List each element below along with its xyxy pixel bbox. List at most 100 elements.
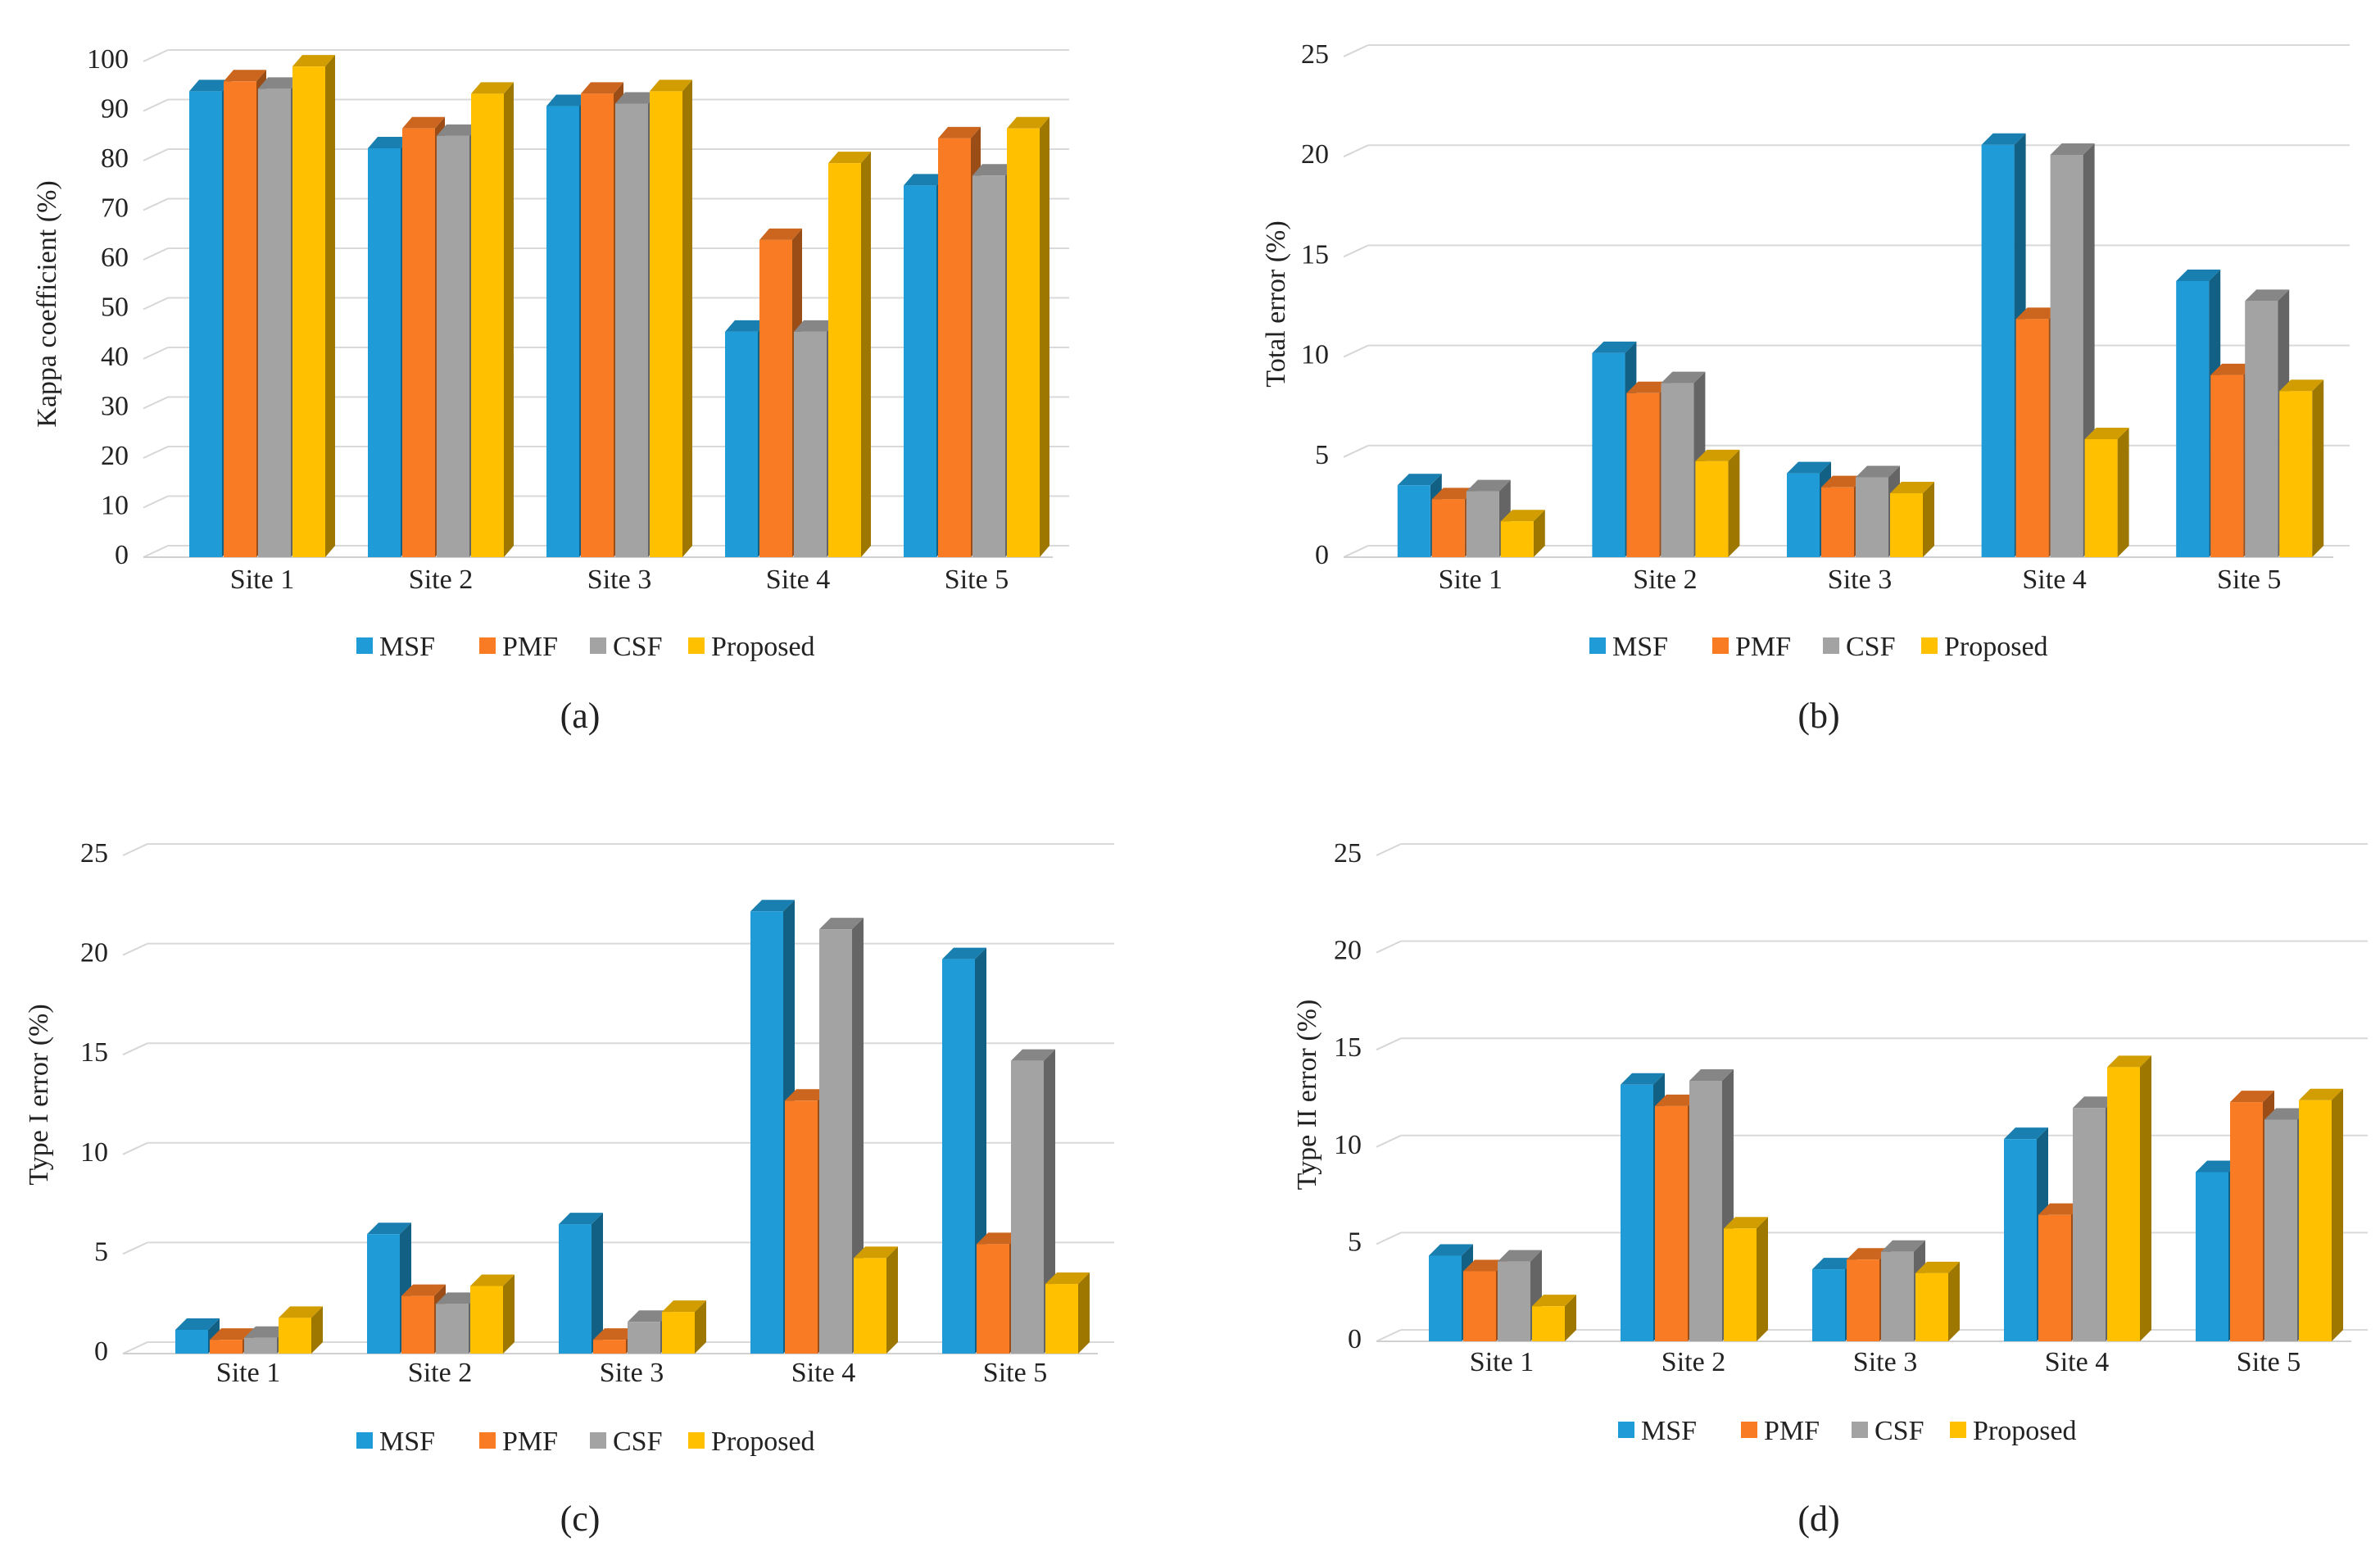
x-tick-label: Site 1 xyxy=(1470,1347,1534,1377)
bar-front xyxy=(292,66,325,557)
bar-top xyxy=(1821,475,1865,488)
bar-top xyxy=(2107,1055,2151,1068)
bar-top xyxy=(244,1326,288,1338)
legend-label-proposed: Proposed xyxy=(1973,1416,2077,1446)
bar-front xyxy=(1500,521,1534,557)
bar-front xyxy=(1429,1255,1462,1341)
legend-label-proposed: Proposed xyxy=(1944,632,2048,662)
bar-top xyxy=(437,124,479,136)
bar-side xyxy=(1565,1295,1576,1341)
y-tick-label: 10 xyxy=(1301,340,1329,370)
bar-proposed-3 xyxy=(1890,482,1934,557)
y-tick-label: 25 xyxy=(1301,39,1329,70)
chart-panel-4: 0 5 10 15 20 25 Type II error (%) Site 1 Site 2 S… xyxy=(1292,838,2368,1539)
bar-proposed-5 xyxy=(1045,1272,1090,1354)
gridline-perspective xyxy=(1376,1329,1402,1342)
bar-top xyxy=(1429,1244,1473,1256)
y-tick-label: 0 xyxy=(1348,1324,1362,1354)
bar-top xyxy=(1397,474,1442,486)
bar-csf-1 xyxy=(1466,479,1511,557)
legend-swatch-proposed xyxy=(1921,637,1938,654)
y-tick-label: 10 xyxy=(101,491,129,521)
legend-swatch-csf xyxy=(1852,1422,1868,1438)
bar-front xyxy=(1011,1060,1044,1354)
bar-side xyxy=(886,1246,898,1354)
bar-top xyxy=(1011,1049,1055,1061)
bar-side xyxy=(695,1300,706,1354)
bar-proposed-2 xyxy=(1724,1217,1768,1341)
bar-top xyxy=(1655,1094,1699,1106)
bar-top xyxy=(2004,1127,2048,1140)
bar-side xyxy=(1757,1217,1768,1341)
x-tick-label: Site 5 xyxy=(2217,565,2281,595)
bar-front xyxy=(725,331,758,557)
bar-proposed-1 xyxy=(1500,510,1545,557)
bar-side xyxy=(1728,449,1740,557)
gridline-perspective xyxy=(143,347,169,360)
gridline-perspective xyxy=(1376,1037,1402,1051)
bar-front xyxy=(2038,1214,2071,1341)
bar-top xyxy=(279,1306,323,1318)
y-tick-label: 20 xyxy=(101,441,129,471)
y-axis-label: Type II error (%) xyxy=(1292,1000,1322,1191)
legend-label-csf: CSF xyxy=(1875,1416,1924,1446)
bar-front xyxy=(2230,1102,2263,1341)
bar-proposed-4 xyxy=(828,152,871,557)
bar-proposed-3 xyxy=(1915,1261,1960,1341)
panel-caption: (a) xyxy=(560,696,601,736)
bar-front xyxy=(854,1258,886,1354)
legend-label-msf: MSF xyxy=(379,632,435,662)
bar-top xyxy=(1915,1261,1960,1273)
bar-front xyxy=(1498,1261,1530,1341)
bar-top xyxy=(1787,461,1831,474)
y-tick-label: 0 xyxy=(94,1336,108,1367)
legend-label-pmf: PMF xyxy=(1735,632,1791,662)
x-tick-label: Site 2 xyxy=(409,565,473,595)
bar-front xyxy=(1397,485,1430,557)
bar-top xyxy=(904,174,946,186)
x-tick-label: Site 3 xyxy=(587,565,651,595)
bar-front xyxy=(794,331,827,557)
bar-csf-4 xyxy=(819,918,864,1354)
legend-swatch-proposed xyxy=(688,1432,705,1449)
x-tick-label: Site 4 xyxy=(2045,1347,2109,1377)
bar-top xyxy=(2230,1091,2274,1103)
bar-front xyxy=(977,1244,1009,1354)
legend-swatch-msf xyxy=(356,1432,373,1449)
gridline-perspective xyxy=(143,495,169,509)
bar-front xyxy=(437,135,469,558)
bar-front xyxy=(1695,460,1729,557)
bar-top xyxy=(1463,1259,1507,1272)
y-tick-label: 20 xyxy=(1301,139,1329,170)
bar-proposed-2 xyxy=(471,82,514,558)
bar-front xyxy=(1981,144,2015,558)
gridline-perspective xyxy=(122,843,148,856)
bar-side xyxy=(1923,482,1934,557)
gridline-perspective xyxy=(122,1141,148,1155)
bar-front xyxy=(2084,439,2118,557)
bar-front xyxy=(1881,1251,1914,1341)
y-tick-label: 0 xyxy=(115,540,129,570)
y-tick-label: 100 xyxy=(87,44,129,75)
bar-top xyxy=(593,1328,637,1340)
legend-swatch-proposed xyxy=(688,637,705,654)
legend-swatch-proposed xyxy=(1950,1422,1966,1438)
bar-top xyxy=(1661,371,1706,383)
bar-front xyxy=(2299,1100,2332,1341)
bar-proposed-1 xyxy=(1532,1295,1576,1341)
bar-top xyxy=(1592,341,1637,353)
x-tick-label: Site 2 xyxy=(1661,1347,1725,1377)
panel-caption: (b) xyxy=(1797,696,1839,736)
y-tick-label: 20 xyxy=(1334,936,1362,966)
bar-top xyxy=(662,1300,706,1313)
bar-front xyxy=(2050,154,2083,557)
legend-label-pmf: PMF xyxy=(1764,1416,1820,1446)
bar-front xyxy=(2073,1108,2106,1341)
bar-top xyxy=(189,79,232,92)
bar-front xyxy=(2245,301,2278,557)
bar-top xyxy=(402,116,445,129)
legend: MSF PMF CSF Proposed xyxy=(356,632,815,662)
x-tick-label: Site 1 xyxy=(216,1358,280,1388)
x-tick-label: Site 3 xyxy=(1853,1347,1917,1377)
gridline-perspective xyxy=(143,98,169,112)
